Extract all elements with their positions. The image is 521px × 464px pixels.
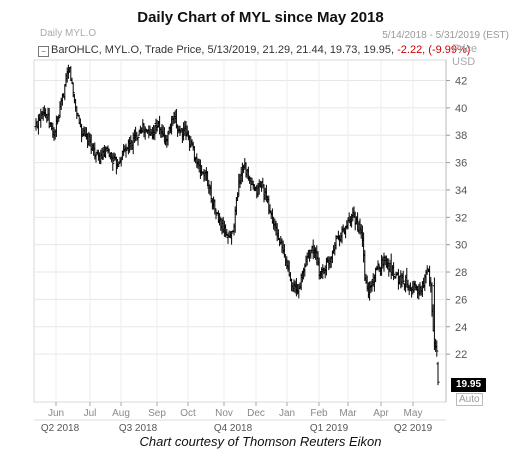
price-axis-title-line1: Price — [452, 43, 478, 55]
date-range: 5/14/2018 - 5/31/2019 (EST) — [382, 30, 509, 41]
y-tick-label: 36 — [455, 158, 467, 170]
y-tick-label: 34 — [455, 185, 467, 197]
x-tick-label: Mar — [339, 408, 357, 419]
ohlc-bar — [119, 157, 123, 167]
x-tick-label: Nov — [215, 408, 233, 419]
ohlc-bar — [213, 199, 217, 215]
chart-caption: Chart courtesy of Thomson Reuters Eikon — [139, 434, 382, 449]
y-tick-label: 28 — [455, 267, 467, 279]
ohlc-bar — [70, 77, 74, 84]
x-tick-label: Jun — [48, 408, 64, 419]
y-tick-label: 24 — [455, 322, 467, 334]
price-change: -2.22, (-9.99%) — [397, 44, 471, 56]
y-tick-label: 30 — [455, 240, 467, 252]
quarter-label: Q2 2018 — [41, 423, 80, 434]
ohlc-bar — [124, 143, 128, 158]
y-tick-label: 32 — [455, 212, 467, 224]
quarter-label: Q2 2019 — [394, 423, 433, 434]
instrument-text: BarOHLC, MYL.O, Trade Price, 5/13/2019, … — [51, 44, 395, 56]
time-axis: Jun Jul Aug Sep Oct Nov Dec Jan Feb Mar Apr May Q2 2… — [34, 402, 446, 434]
y-tick-label: 40 — [455, 103, 467, 115]
auto-scale-button[interactable]: Auto — [456, 393, 483, 406]
quarter-label: Q3 2018 — [119, 423, 158, 434]
x-tick-label: Jan — [279, 408, 295, 419]
price-axis-title-line2: USD — [452, 56, 476, 68]
y-tick-label: 42 — [455, 76, 467, 88]
ohlc-bar — [209, 181, 213, 203]
ohlc-bar — [136, 136, 140, 146]
x-tick-label: Dec — [247, 408, 265, 419]
ohlc-bar — [340, 226, 344, 244]
ohlc-bar — [214, 209, 218, 220]
y-tick-label: 26 — [455, 294, 467, 306]
y-tick-label: 22 — [455, 349, 467, 361]
x-tick-label: Aug — [112, 408, 130, 419]
quarter-label: Q1 2019 — [310, 423, 349, 434]
collapse-icon[interactable]: − — [38, 46, 49, 57]
ohlc-bar — [392, 262, 396, 281]
ohlc-bar — [435, 340, 439, 357]
x-tick-label: Oct — [180, 408, 196, 419]
panel-label: Daily MYL.O — [40, 28, 97, 39]
x-tick-label: Apr — [373, 408, 389, 419]
y-tick-label: 38 — [455, 130, 467, 142]
ohlc-bar — [436, 361, 440, 386]
ohlc-bar — [230, 231, 234, 245]
chart-title: Daily Chart of MYL since May 2018 — [137, 9, 384, 26]
x-tick-label: May — [404, 408, 423, 419]
x-tick-label: Feb — [310, 408, 328, 419]
ohlc-bar — [143, 126, 147, 140]
quarter-label: Q4 2018 — [214, 423, 253, 434]
price-axis-title: Price USD — [452, 43, 477, 69]
ohlc-bar — [408, 282, 412, 291]
ohlc-bar — [111, 153, 115, 171]
price-axis: 22 24 26 28 30 32 34 36 38 40 42 — [446, 76, 467, 361]
ohlc-bar — [94, 153, 98, 163]
last-price-badge: 19.95 — [451, 378, 486, 392]
grid-lines — [33, 59, 447, 403]
price-bars — [34, 64, 440, 386]
plot-frame — [33, 59, 447, 403]
x-tick-label: Jul — [84, 408, 97, 419]
instrument-header: − BarOHLC, MYL.O, Trade Price, 5/13/2019,… — [38, 44, 470, 57]
x-tick-label: Sep — [148, 408, 166, 419]
ohlc-bar — [401, 270, 405, 284]
